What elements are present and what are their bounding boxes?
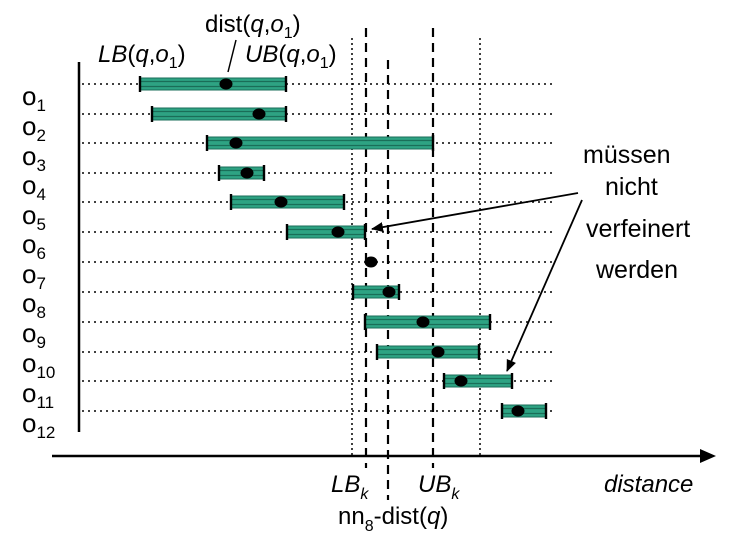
- object-label-o6: o6: [22, 229, 46, 263]
- annotation-arrow-o10: [506, 199, 583, 372]
- annotation-line-1: müssen: [583, 141, 671, 169]
- object-label-o12: o12: [22, 408, 55, 442]
- exact-distance-dot-o7: [364, 256, 378, 268]
- exact-distance-dot-o12: [511, 405, 525, 417]
- object-label-o2: o2: [22, 111, 46, 145]
- lbk-label: LBk: [331, 471, 369, 503]
- ub-q-o1-label: UB(q,o1): [245, 41, 337, 72]
- object-label-o10: o10: [22, 348, 55, 382]
- exact-distance-dot-o6: [331, 226, 345, 238]
- object-label-o11: o11: [22, 378, 54, 412]
- object-label-o7: o7: [22, 259, 46, 293]
- object-label-o4: o4: [22, 170, 46, 204]
- object-label-o9: o9: [22, 318, 46, 352]
- interval-bar-o10: [376, 345, 480, 359]
- object-label-o5: o5: [22, 200, 46, 234]
- ubk-label: UBk: [418, 471, 460, 503]
- lb-q-o1-label: LB(q,o1): [98, 41, 186, 72]
- exact-distance-dot-o10: [431, 346, 445, 358]
- exact-distance-dot-o4: [240, 167, 254, 179]
- interval-bar-o11: [443, 374, 513, 388]
- interval-bar-o1: [139, 77, 287, 91]
- interval-bar-o2: [151, 107, 287, 121]
- annotation-line-2: nicht: [605, 173, 658, 201]
- distance-axis-arrowhead: [700, 449, 716, 463]
- dist-label-leader-line: [227, 39, 237, 73]
- annotation-line-3: verfeinert: [586, 215, 690, 243]
- exact-distance-dot-o1: [219, 78, 233, 90]
- annotation-line-4: werden: [595, 256, 678, 284]
- interval-bars: [138, 76, 548, 419]
- nn8-dist-label: nn8-dist(q): [338, 503, 448, 535]
- exact-distance-dot-o2: [252, 108, 266, 120]
- exact-distance-dot-o8: [382, 286, 396, 298]
- distance-axis-label: distance: [604, 471, 693, 498]
- object-label-o3: o3: [22, 141, 46, 175]
- interval-bar-o6: [286, 225, 366, 239]
- dist-q-o1-label: dist(q,o1): [205, 11, 301, 42]
- exact-distance-dot-o11: [454, 375, 468, 387]
- object-label-o1: o1: [22, 81, 46, 115]
- exact-distance-dot-o9: [416, 316, 430, 328]
- row-guides: [82, 83, 556, 412]
- exact-distance-dot-o5: [274, 196, 288, 208]
- object-label-o8: o8: [22, 288, 46, 322]
- annotation-arrow-o5: [371, 192, 579, 233]
- exact-distance-dot-o3: [229, 137, 243, 149]
